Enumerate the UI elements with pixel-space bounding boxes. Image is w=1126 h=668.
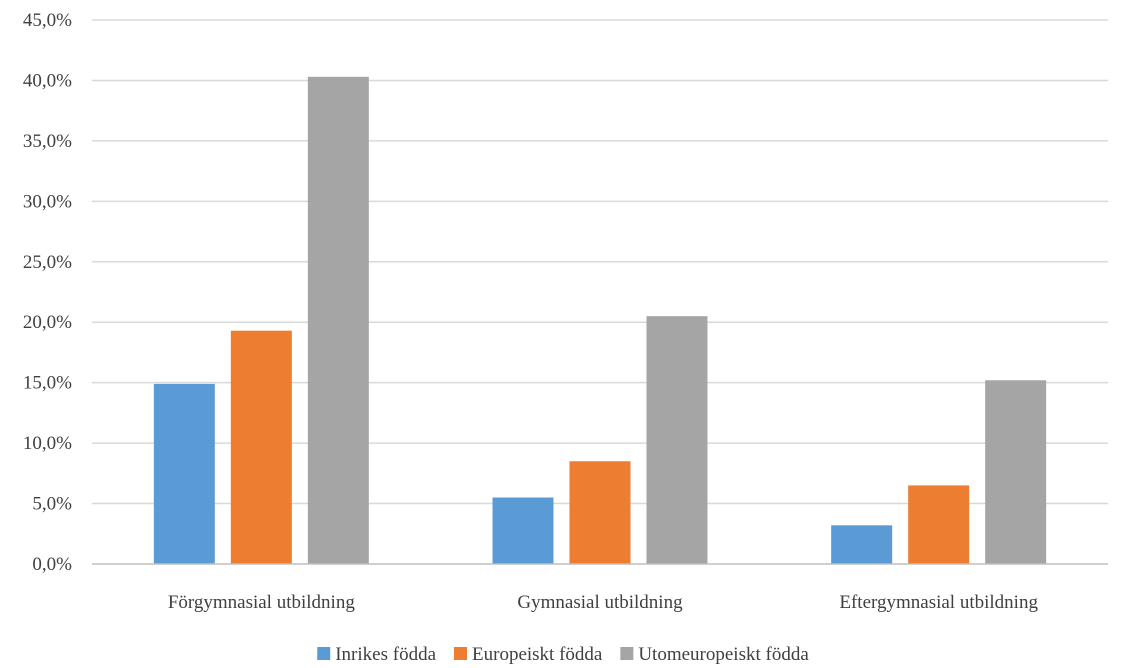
legend-item: Europeiskt födda <box>454 644 603 665</box>
y-tick-label: 40,0% <box>23 70 72 91</box>
bar <box>153 383 215 564</box>
bar <box>492 497 554 564</box>
y-tick-label: 20,0% <box>23 312 72 333</box>
legend-swatch <box>317 647 331 660</box>
legend-item: Utomeuropeiskt födda <box>620 644 809 665</box>
legend-label: Utomeuropeiskt födda <box>638 644 809 665</box>
axis-layer: 0,0% 5,0% 10,0% 15,0% 20,0% 25,0% 30,0% 35,0% 40… <box>23 10 1108 613</box>
bar <box>307 76 369 564</box>
y-tick-label: 10,0% <box>23 433 72 454</box>
x-category-label: Gymnasial utbildning <box>517 592 683 613</box>
y-tick-label: 45,0% <box>23 10 72 31</box>
legend-swatch <box>620 647 634 660</box>
y-tick-label: 5,0% <box>32 494 72 515</box>
bar <box>646 316 708 564</box>
y-tick-label: 35,0% <box>23 131 72 152</box>
bar <box>230 330 292 564</box>
x-category-label: Förgymnasial utbildning <box>168 592 356 613</box>
y-tick-label: 0,0% <box>32 554 72 575</box>
legend-label: Inrikes födda <box>335 644 436 665</box>
legend-item: Inrikes födda <box>317 644 437 665</box>
legend: Inrikes födda Europeiskt födda Utomeuropei… <box>317 644 809 665</box>
legend-swatch <box>454 647 468 660</box>
bar <box>985 380 1047 564</box>
y-tick-label: 15,0% <box>23 373 72 394</box>
y-tick-label: 25,0% <box>23 252 72 273</box>
legend-label: Europeiskt födda <box>472 644 603 665</box>
x-category-label: Eftergymnasial utbildning <box>839 592 1038 613</box>
bar <box>831 525 893 564</box>
bars-layer <box>153 76 1047 564</box>
bar <box>569 461 631 564</box>
y-tick-label: 30,0% <box>23 191 72 212</box>
bar <box>908 485 970 564</box>
